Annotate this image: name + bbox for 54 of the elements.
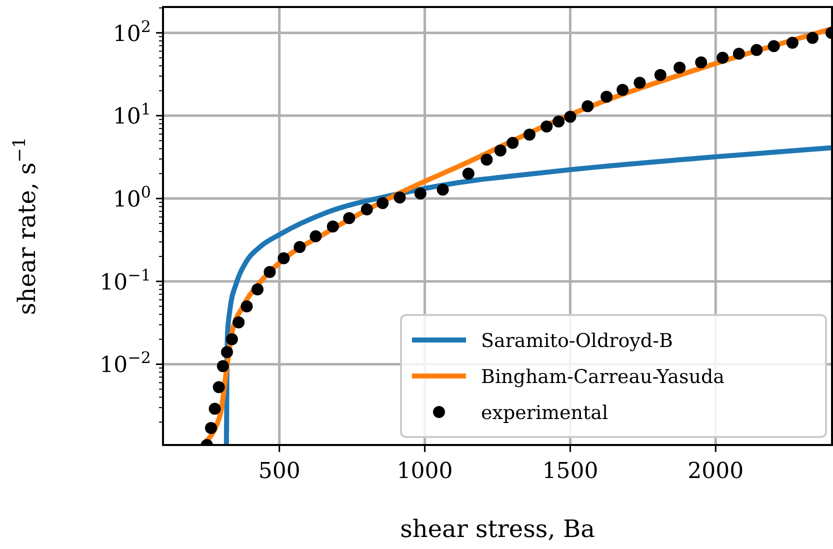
point (343, 212, 356, 224)
point (480, 154, 493, 166)
point (582, 100, 594, 112)
point (786, 36, 798, 49)
y-tick-label: 10$^{1}$ (112, 99, 151, 130)
point (232, 316, 245, 328)
point (462, 168, 474, 180)
legend-label: experimental (481, 402, 608, 424)
point (494, 144, 506, 156)
legend-label: Bingham-Carreau-Yasuda (481, 366, 724, 388)
point (506, 136, 519, 149)
point (220, 346, 233, 358)
point (414, 188, 426, 200)
point (360, 203, 373, 216)
point (600, 90, 613, 103)
point (204, 422, 217, 434)
point (216, 360, 229, 372)
x-tick-label: 2000 (688, 459, 744, 484)
point (552, 116, 565, 128)
point (394, 191, 406, 204)
y-tick-label: 10$^{−1}$ (100, 264, 151, 296)
point (564, 110, 576, 123)
point (768, 40, 780, 52)
x-tick-label: 1500 (542, 459, 598, 484)
point (616, 84, 629, 96)
point (376, 197, 389, 210)
point (226, 333, 238, 346)
point (326, 220, 339, 232)
x-axis-title: shear stress, Ba (400, 515, 595, 543)
point (252, 283, 264, 296)
legend-label: Saramito-Oldroyd-B (481, 330, 673, 352)
y-tick-label: 10$^{2}$ (112, 16, 151, 47)
point (208, 402, 221, 415)
point (294, 241, 306, 254)
point (716, 52, 729, 64)
point (540, 120, 553, 133)
y-tick-label: 10$^{0}$ (112, 182, 151, 213)
point (310, 230, 322, 242)
x-tick-label: 1000 (396, 459, 453, 484)
point (436, 184, 449, 196)
point (674, 62, 686, 74)
point (240, 300, 253, 312)
point (654, 68, 666, 81)
point (806, 32, 819, 44)
point (634, 76, 646, 89)
point (523, 128, 536, 141)
y-tick-label: 10$^{−2}$ (100, 348, 151, 378)
point (750, 44, 763, 56)
point (278, 252, 290, 264)
x-tick-label: 500 (258, 459, 300, 484)
point (212, 381, 225, 394)
point (732, 48, 745, 60)
point (695, 56, 708, 68)
point (264, 266, 276, 278)
